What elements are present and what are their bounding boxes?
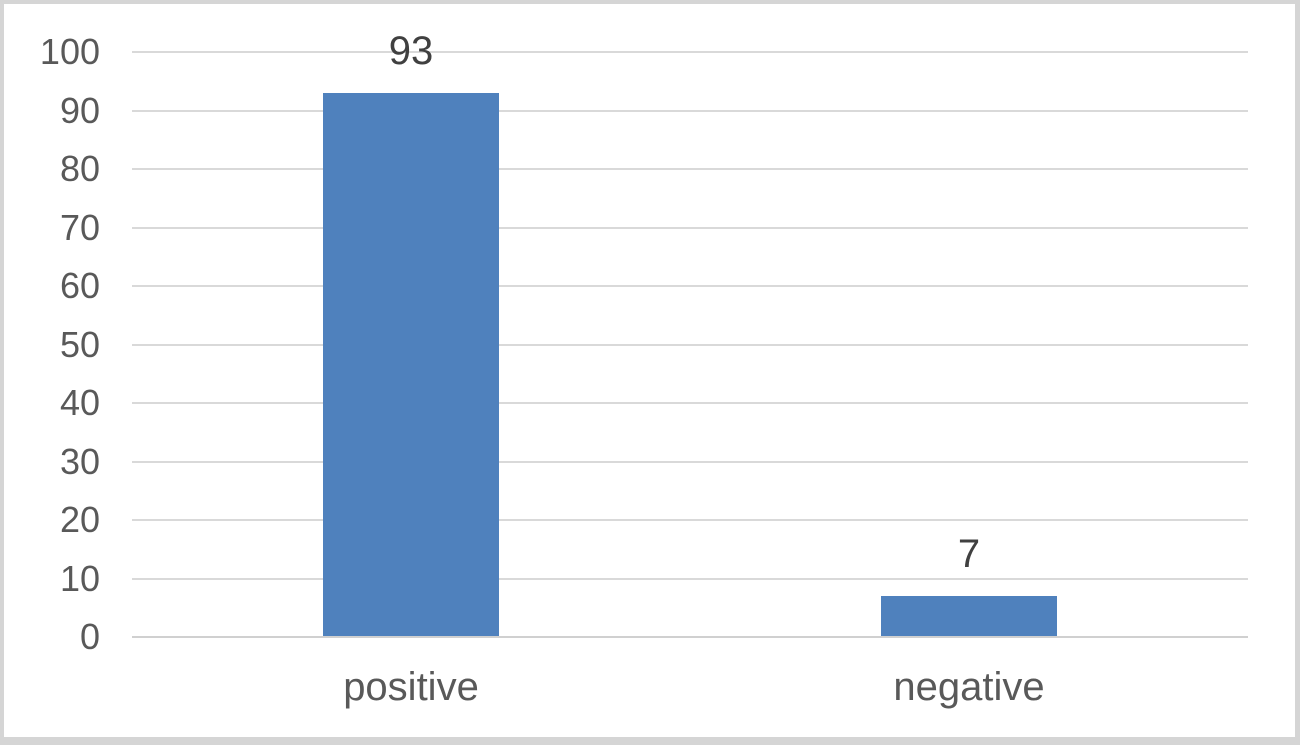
y-tick-label: 80 (59, 148, 100, 189)
y-tick-label: 40 (59, 382, 100, 423)
y-tick-label: 50 (59, 323, 100, 365)
y-tick-label: 90 (59, 89, 100, 131)
data-label-negative: 7 (957, 532, 981, 577)
y-tick-label: 70 (59, 206, 100, 248)
category-label-negative: negative (893, 665, 1045, 709)
gridline (132, 109, 1248, 112)
gridline (132, 168, 1248, 170)
y-tick-label: 30 (59, 440, 100, 482)
gridline (132, 226, 1248, 229)
y-tick-label: 0 (79, 616, 100, 657)
y-tick-label: 10 (59, 557, 100, 599)
gridline (132, 51, 1248, 53)
x-axis-line (132, 636, 1248, 638)
bar-positive (323, 92, 499, 636)
gridline (132, 343, 1248, 346)
gridline (132, 402, 1248, 404)
category-label-positive: positive (343, 665, 479, 709)
y-tick-label: 60 (59, 265, 100, 306)
bar-negative (881, 596, 1057, 636)
y-tick-label: 20 (59, 499, 100, 540)
y-tick-label: 100 (39, 31, 100, 72)
gridline (132, 519, 1248, 521)
gridline (132, 285, 1248, 287)
data-label-positive: 93 (388, 28, 434, 73)
gridline (132, 577, 1248, 580)
gridline (132, 460, 1248, 463)
